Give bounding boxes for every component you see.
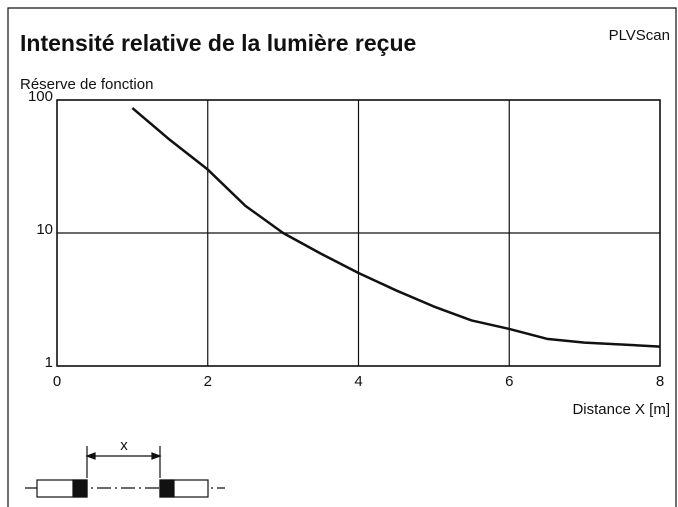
frame xyxy=(7,7,677,507)
diagram-label: x xyxy=(120,437,128,454)
y-axis-label: Réserve de fonction xyxy=(20,76,153,93)
diagram xyxy=(25,446,225,498)
data-line xyxy=(131,107,661,348)
x-tick-label: 8 xyxy=(656,373,664,390)
x-tick-label: 6 xyxy=(505,373,513,390)
x-tick-label: 2 xyxy=(204,373,212,390)
x-tick-label: 4 xyxy=(354,373,362,390)
y-tick-label: 1 xyxy=(45,354,53,371)
x-tick-label: 0 xyxy=(53,373,61,390)
y-tick-label: 10 xyxy=(36,221,53,238)
subtitle: PLVScan xyxy=(609,27,670,44)
x-axis-label: Distance X [m] xyxy=(572,401,670,418)
chart-title: Intensité relative de la lumière reçue xyxy=(20,30,416,56)
y-tick-label: 100 xyxy=(28,88,53,105)
